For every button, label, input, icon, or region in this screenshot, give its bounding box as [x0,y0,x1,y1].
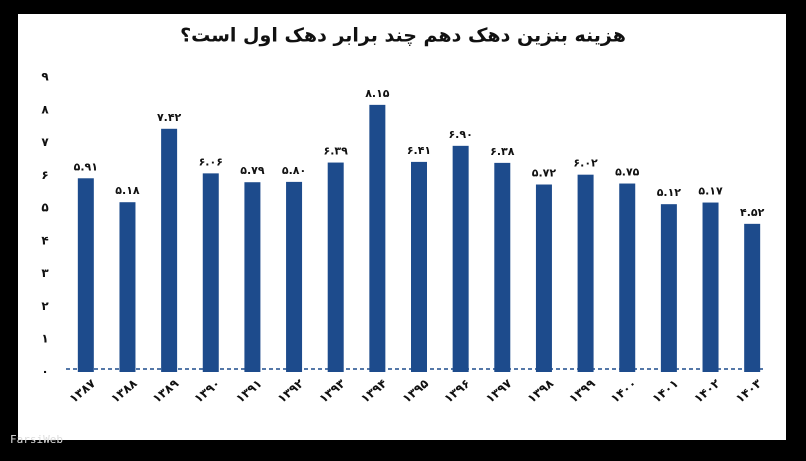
value-label: ۵.۱۸ [115,184,140,197]
value-label: ۶.۹۰ [448,128,472,141]
bar [161,128,178,372]
y-tick-label: ۰ [41,365,48,379]
y-tick-label: ۹ [41,70,49,84]
y-tick-label: ۴ [41,233,48,247]
y-tick-label: ۲ [41,299,49,313]
bar [369,104,386,372]
value-label: ۵.۷۹ [240,164,265,177]
bar [244,182,261,372]
bar [744,223,761,372]
y-tick-label: ۸ [41,102,49,116]
y-tick-label: ۵ [41,201,48,215]
value-label: ۵.۹۱ [74,160,98,173]
y-tick-label: ۷ [41,135,49,149]
value-label: ۵.۸۰ [282,164,306,177]
bar [286,181,303,372]
value-label: ۶.۰۲ [573,157,598,170]
bar [619,183,636,372]
value-label: ۵.۷۵ [615,166,640,179]
bar [411,161,427,372]
value-label: ۵.۱۷ [698,185,723,198]
bar [577,174,594,372]
bar [494,162,511,372]
value-label: ۶.۰۶ [199,155,223,168]
y-tick-label: ۱ [41,332,48,346]
watermark: FarsiWeb [10,433,63,446]
bar [452,145,469,372]
bar [535,184,552,372]
bar [327,162,344,372]
value-label: ۶.۴۱ [407,144,431,157]
value-label: ۶.۳۹ [324,145,349,158]
value-label: ۷.۴۲ [157,111,182,124]
y-tick-label: ۶ [41,168,48,182]
bar [77,178,94,372]
chart-title: هزینه بنزین دهک دهم چند برابر دهک اول اس… [180,25,626,47]
bar [119,202,136,372]
bar [660,204,677,372]
bar [202,173,219,372]
value-label: ۵.۷۲ [532,167,557,180]
value-label: ۸.۱۵ [365,87,390,100]
y-tick-label: ۳ [41,266,49,280]
bar [702,202,719,372]
value-label: ۶.۳۸ [490,145,515,158]
value-label: ۴.۵۲ [740,206,765,219]
value-label: ۵.۱۲ [657,186,682,199]
